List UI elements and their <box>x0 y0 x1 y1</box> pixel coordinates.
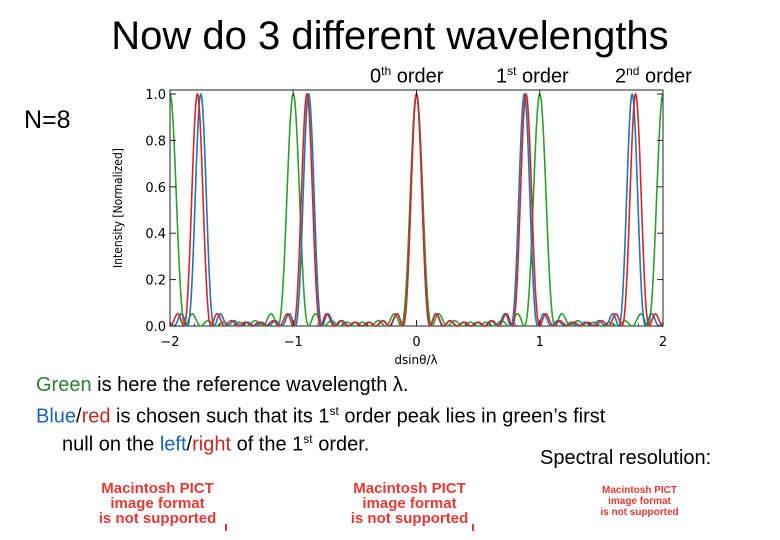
pict-1-mark <box>225 524 227 531</box>
series-layer <box>169 92 664 327</box>
pict-3-line3: is not supported <box>600 507 679 518</box>
y-tick-label-4: 0.8 <box>145 134 166 149</box>
x-axis-label: dsinθ/λ <box>394 353 437 365</box>
line2-sup: st <box>329 404 339 418</box>
series-line-0 <box>169 92 664 327</box>
order-label-1: 1st order <box>496 64 569 89</box>
pict-1-line1: Macintosh PICT <box>101 480 214 497</box>
line3-sup: st <box>303 432 313 446</box>
line3-b: of the 1 <box>231 433 304 456</box>
line2-b: order peak lies in green’s first <box>338 405 606 428</box>
blue-word: Blue <box>36 405 77 428</box>
order-label-2: 2nd order <box>615 64 692 89</box>
n-label: N=8 <box>24 106 71 134</box>
series-line-1 <box>169 92 664 327</box>
y-axis-label: Intensity [Normalized] <box>111 148 125 268</box>
order-label-0-num: 0 <box>370 65 382 88</box>
line2-a: is chosen such that its 1 <box>110 405 330 428</box>
order-label-1-num: 1 <box>496 65 508 88</box>
x-tick-label-3: 1 <box>536 335 544 350</box>
slide-title: Now do 3 different wavelengths <box>111 14 669 58</box>
x-tick-label-1: −1 <box>284 335 303 350</box>
x-tick-label-4: 2 <box>659 335 667 350</box>
left-word: left <box>159 433 187 456</box>
series-line-2 <box>169 92 664 327</box>
line3-a: null on the <box>62 433 160 456</box>
line3-c: order. <box>312 433 370 456</box>
order-label-0: 0th order <box>370 64 443 89</box>
pict-placeholder-1: Macintosh PICT image format is not suppo… <box>70 481 245 526</box>
line3-slash: / <box>186 433 193 456</box>
pict-1-line2: image format <box>110 495 205 512</box>
spectral-resolution-label: Spectral resolution: <box>540 447 712 469</box>
text-line-2: Blue/red is chosen such that its 1st ord… <box>36 404 605 429</box>
x-tick-label-0: −2 <box>160 335 179 350</box>
text-line-1: Green is here the reference wavelength λ… <box>36 374 408 397</box>
y-tick-label-2: 0.4 <box>145 227 166 242</box>
order-label-2-word: order <box>645 65 692 88</box>
plot-frame <box>169 89 664 327</box>
order-label-1-word: order <box>522 65 569 88</box>
axis-layer: 0.0 0.2 0.4 0.6 0.8 1.0 −2 −1 0 1 2 <box>145 88 667 350</box>
order-label-0-sup: th <box>381 64 392 78</box>
y-tick-label-5: 1.0 <box>145 88 166 103</box>
text-line-3: null on the left/right of the 1st order. <box>62 432 369 457</box>
line1-rest: is here the reference wavelength λ. <box>91 374 409 396</box>
pict-2-line2: image format <box>362 495 457 512</box>
order-label-1-sup: st <box>507 64 517 78</box>
pict-2-mark <box>472 524 474 531</box>
pict-2-line3: is not supported <box>350 510 469 527</box>
right-word: right <box>192 433 232 456</box>
order-label-0-word: order <box>396 65 444 88</box>
pict-1-line3: is not supported <box>98 510 217 527</box>
pict-3-line1: Macintosh PICT <box>601 485 677 496</box>
pict-3-line2: image format <box>608 496 671 507</box>
order-label-2-num: 2 <box>615 65 627 88</box>
x-tick-label-2: 0 <box>412 335 420 350</box>
y-tick-label-3: 0.6 <box>145 181 166 196</box>
green-word: Green <box>36 374 92 396</box>
red-word: red <box>81 405 111 428</box>
line2-slash: / <box>76 405 82 428</box>
order-label-2-sup: nd <box>626 64 640 78</box>
pict-2-line1: Macintosh PICT <box>353 480 466 497</box>
pict-placeholder-2: Macintosh PICT image format is not suppo… <box>322 481 497 526</box>
interference-plot: 0.0 0.2 0.4 0.6 0.8 1.0 −2 −1 0 1 2 Intensity [Nor… <box>111 88 667 365</box>
y-tick-label-0: 0.0 <box>145 320 166 335</box>
pict-placeholder-3: Macintosh PICT image format is not suppo… <box>592 485 687 518</box>
y-tick-label-1: 0.2 <box>145 274 166 289</box>
